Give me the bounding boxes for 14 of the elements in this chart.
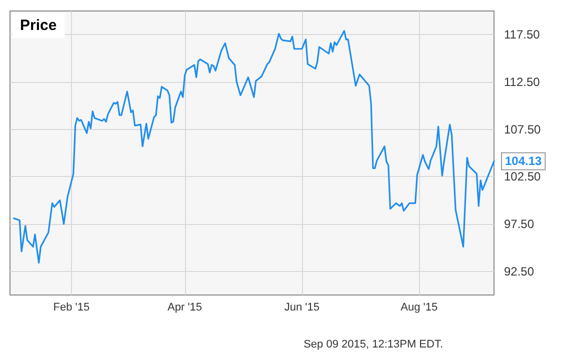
x-tick-label: Jun '15 <box>284 302 320 314</box>
chart-title: Price <box>20 17 57 34</box>
y-tick-label: 102.50 <box>504 170 542 184</box>
text: Sep 09 2015, 12:13PM EDT. <box>304 338 444 350</box>
x-tick-label: Apr '15 <box>168 302 202 314</box>
y-tick-label: 92.50 <box>504 264 534 278</box>
y-tick-label: 112.50 <box>504 75 540 89</box>
y-tick-label: 107.50 <box>504 122 542 136</box>
y-tick-label: 117.50 <box>504 28 540 42</box>
annotation: 104.13 <box>505 154 542 168</box>
y-tick-label: 97.50 <box>504 217 534 231</box>
x-tick-label: Aug '15 <box>400 302 438 314</box>
x-tick-label: Feb '15 <box>53 302 90 314</box>
line-series <box>13 30 495 264</box>
